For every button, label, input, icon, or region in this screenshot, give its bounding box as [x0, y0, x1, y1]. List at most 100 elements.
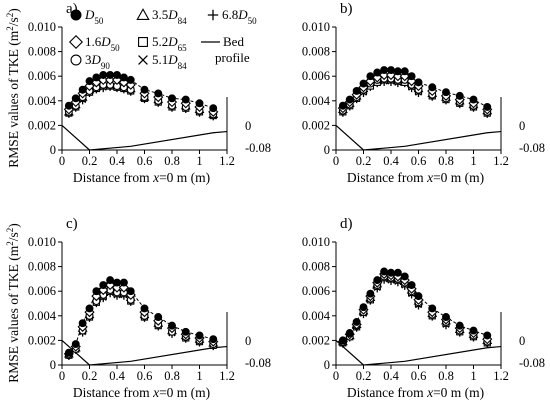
point-circle-filled	[366, 289, 375, 298]
point-circle-filled	[387, 268, 395, 277]
chart-panel-b: 0 0.002 0.004 0.006 0.008 0.010 0 0.2 0.4 0.6 0.8 1…	[302, 1, 545, 185]
y-tick-label: 0.006	[28, 69, 56, 83]
right-tick-label: 0	[519, 119, 525, 133]
point-circle-filled	[442, 313, 450, 321]
point-circle-filled	[359, 303, 368, 312]
panel-label: a)	[66, 1, 78, 17]
x-tick-label: 1.2	[493, 154, 509, 168]
x-tick-label: 0.6	[137, 369, 153, 383]
right-tick-label: -0.08	[245, 141, 271, 155]
y-axis-label: RMSE values of TKE (m2/s2)	[5, 223, 21, 383]
point-diamond-open	[385, 69, 397, 81]
point-circle-filled	[483, 102, 492, 111]
point-circle-filled	[71, 94, 80, 103]
bed-profile-line	[335, 124, 502, 151]
point-circle-filled	[400, 67, 409, 76]
point-diamond-open	[125, 79, 136, 90]
x-tick-label: 1.2	[493, 369, 509, 383]
point-circle-filled	[113, 71, 121, 79]
chart-panel-d: 0 0.002 0.004 0.006 0.008 0.010 0 0.2 0.4 0.6 0.8 1…	[302, 216, 545, 400]
point-circle-filled	[195, 99, 204, 108]
point-circle-filled	[181, 327, 190, 336]
y-tick-label: 0.002	[302, 118, 330, 132]
point-circle-filled	[400, 272, 409, 281]
point-circle-filled	[113, 278, 121, 287]
x-tick-label: 0.6	[411, 154, 427, 168]
x-tick-label: 0.8	[438, 369, 454, 383]
y-tick-label: 0	[324, 143, 330, 157]
point-circle-filled	[428, 304, 437, 313]
chart-panel-c: 0 0.002 0.004 0.006 0.008 0.010 0 0.2 0.4 0.6 0.8 1…	[28, 216, 271, 400]
point-circle-filled	[393, 268, 402, 277]
y-tick-label: 0.002	[28, 118, 56, 132]
point-diamond-open	[111, 282, 123, 293]
chart-panel-a: 0 0.002 0.004 0.006 0.008 0.010 0 0.2 0.4 0.6 0.8 1…	[28, 1, 271, 185]
legend-label: profile	[215, 50, 250, 65]
y-tick-label: 0.006	[302, 284, 330, 298]
legend-item: 3D90	[70, 52, 110, 71]
point-circle-filled	[338, 101, 347, 110]
point-circle-filled	[154, 313, 163, 321]
x-tick-label: 0	[333, 154, 339, 168]
x-tick-label: 0.2	[82, 154, 98, 168]
point-circle-filled	[154, 89, 163, 98]
point-diamond-open	[379, 69, 390, 81]
point-circle-filled	[140, 304, 149, 313]
point-circle-filled	[71, 340, 80, 349]
point-circle-filled	[366, 72, 375, 81]
y-tick-label: 0	[50, 143, 56, 157]
point-circle-filled	[442, 88, 450, 97]
point-circle-filled	[85, 77, 94, 86]
x-tick-label: 0.8	[438, 154, 454, 168]
point-circle-filled	[119, 73, 128, 82]
x-axis-label: Distance from x=0 m (m)	[73, 170, 210, 185]
point-circle-filled	[168, 94, 176, 103]
y-tick-label: 0	[50, 358, 56, 372]
x-tick-label: 0.4	[383, 369, 399, 383]
point-circle-filled	[428, 83, 437, 92]
right-tick-label: 0	[245, 119, 251, 133]
y-tick-label: 0.010	[302, 235, 330, 249]
bed-profile-line	[335, 339, 502, 366]
point-circle-filled	[455, 321, 464, 330]
legend-label: 1.6D50	[85, 34, 120, 53]
x-tick-label: 0.4	[109, 369, 125, 383]
legend-label: 5.2D65	[152, 34, 187, 53]
x-tick-label: 0	[59, 154, 65, 168]
x-tick-label: 1	[196, 154, 202, 168]
y-axis-label: RMSE values of TKE (m2/s2)	[5, 8, 21, 168]
point-circle-filled	[483, 331, 492, 340]
y-tick-label: 0.010	[28, 20, 56, 34]
x-tick-label: 0.2	[356, 369, 372, 383]
point-diamond-open	[105, 74, 116, 85]
legend-symbol	[207, 9, 219, 21]
point-circle-filled	[92, 287, 101, 296]
legend-symbol	[138, 37, 148, 47]
point-circle-filled	[407, 281, 416, 290]
y-tick-label: 0.008	[28, 45, 56, 59]
legend-label: 3D90	[85, 52, 110, 71]
x-tick-label: 1	[470, 154, 476, 168]
point-circle-filled	[181, 95, 190, 104]
point-circle-filled	[64, 348, 73, 357]
x-tick-label: 0.4	[109, 154, 125, 168]
legend-label: 3.5D84	[152, 7, 187, 26]
legend-symbol	[70, 9, 82, 21]
point-circle-filled	[345, 329, 354, 337]
point-circle-filled	[99, 71, 108, 79]
point-circle-filled	[195, 331, 204, 340]
x-tick-label: 1	[470, 369, 476, 383]
point-circle-filled	[387, 66, 395, 75]
point-circle-filled	[373, 68, 382, 77]
legend-symbol	[138, 55, 148, 65]
point-circle-filled	[168, 321, 176, 330]
point-circle-filled	[99, 281, 108, 290]
point-circle-filled	[380, 66, 389, 75]
point-circle-filled	[373, 276, 382, 285]
y-tick-label: 0.002	[302, 333, 330, 347]
y-tick-label: 0.006	[28, 284, 56, 298]
point-circle-filled	[209, 335, 218, 344]
x-tick-label: 0.4	[383, 154, 399, 168]
point-diamond-open	[392, 71, 403, 82]
